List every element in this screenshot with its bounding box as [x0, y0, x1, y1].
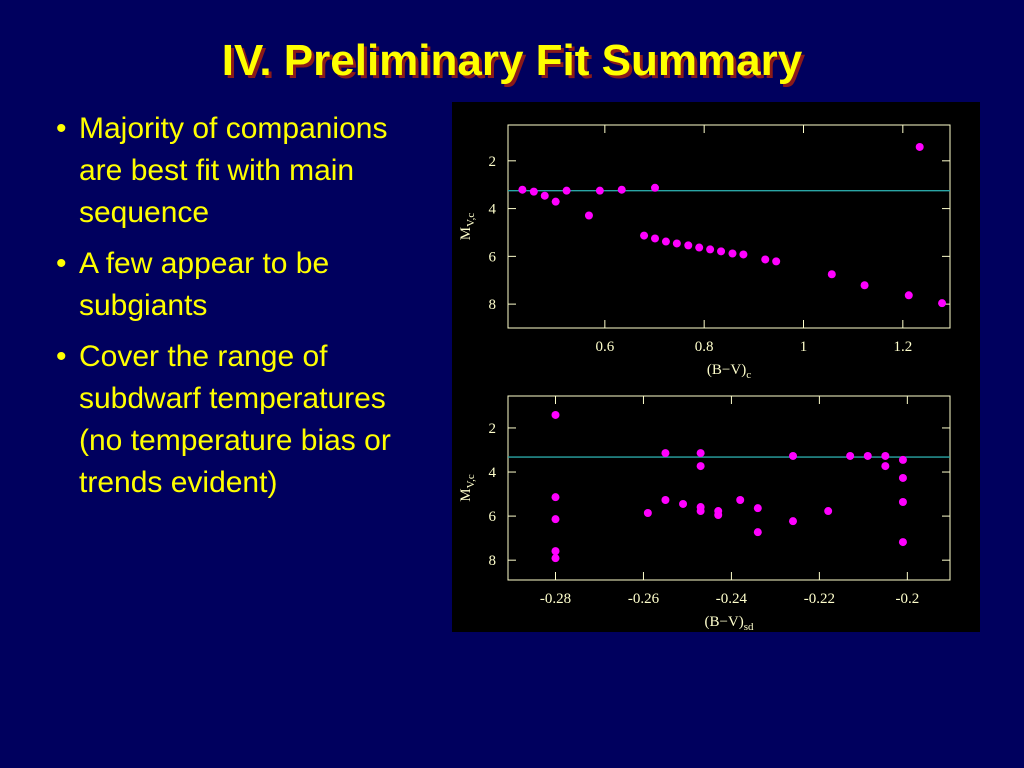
data-point [860, 281, 869, 290]
data-point [904, 291, 913, 300]
data-point [518, 185, 527, 194]
x-tick-label: -0.2 [895, 591, 919, 607]
data-point [915, 142, 924, 151]
y-tick-label: 2 [489, 421, 497, 437]
y-tick-label: 2 [489, 154, 497, 170]
data-point [661, 449, 670, 458]
x-tick-label: -0.26 [628, 591, 660, 607]
data-point [562, 186, 571, 195]
x-axis-label-sub: c [746, 369, 751, 381]
data-point [788, 517, 797, 526]
y-axis-label-main: M [458, 488, 474, 501]
y-axis-label-main: M [458, 227, 474, 240]
data-point [551, 493, 560, 502]
x-axis-label: (B−V)c [707, 362, 751, 381]
y-axis-label-sub: V,c [465, 474, 477, 488]
x-axis-label-main: (B−V) [704, 614, 743, 630]
plot-frame [507, 124, 951, 329]
y-tick-label: 4 [489, 465, 497, 481]
x-axis-label-main: (B−V) [707, 362, 746, 378]
data-point [753, 528, 762, 537]
bullet-list: Majority of companions are best fit with… [52, 108, 432, 513]
data-point [679, 499, 688, 508]
x-tick-label: 0.6 [595, 339, 614, 355]
data-point [696, 507, 705, 516]
data-point [736, 496, 745, 505]
data-point [696, 449, 705, 458]
data-point [772, 257, 781, 266]
x-tick-label: 1.2 [893, 339, 912, 355]
data-point [863, 451, 872, 460]
y-tick-label: 6 [489, 249, 497, 265]
data-point [898, 497, 907, 506]
bullet: A few appear to be subgiants [52, 243, 432, 327]
x-axis-label-sub: sd [744, 621, 754, 633]
data-point [898, 455, 907, 464]
x-tick-label: -0.28 [540, 591, 571, 607]
data-point [684, 241, 693, 250]
data-point [881, 451, 890, 460]
slide-title: IV. Preliminary Fit Summary [221, 36, 803, 85]
plot-frame [507, 395, 951, 581]
y-axis-label-sub: V,c [465, 213, 477, 227]
data-point [661, 237, 670, 246]
data-point [714, 510, 723, 519]
data-point [739, 250, 748, 259]
data-point [529, 187, 538, 196]
data-point [898, 473, 907, 482]
data-point [827, 270, 836, 279]
data-point [695, 243, 704, 252]
data-point [584, 211, 593, 220]
data-point [898, 538, 907, 547]
x-tick-label: -0.24 [716, 591, 748, 607]
data-point [661, 496, 670, 505]
data-point [617, 185, 626, 194]
data-point [540, 191, 549, 200]
data-point [551, 547, 560, 556]
y-tick-label: 6 [489, 509, 497, 525]
data-point [672, 239, 681, 248]
data-point [551, 197, 560, 206]
data-point [595, 186, 604, 195]
data-point [846, 451, 855, 460]
bullet: Majority of companions are best fit with… [52, 108, 432, 234]
y-axis-label: MV,c [458, 213, 477, 241]
x-axis-label: (B−V)sd [704, 614, 754, 633]
data-point [753, 504, 762, 513]
y-tick-label: 8 [489, 297, 497, 313]
x-tick-label: -0.22 [804, 591, 835, 607]
data-point [696, 462, 705, 471]
data-point [651, 183, 660, 192]
data-point [643, 509, 652, 518]
data-point [551, 515, 560, 524]
data-point [551, 410, 560, 419]
data-point [788, 451, 797, 460]
y-tick-label: 8 [489, 553, 497, 569]
data-point [824, 507, 833, 516]
data-point [551, 554, 560, 563]
y-tick-label: 4 [489, 202, 497, 218]
data-point [717, 247, 726, 256]
data-point [881, 462, 890, 471]
data-point [640, 231, 649, 240]
bullet: Cover the range of subdwarf temperatures… [52, 336, 432, 504]
data-point [938, 299, 947, 308]
x-tick-label: 0.8 [695, 339, 714, 355]
data-point [651, 234, 660, 243]
x-tick-label: 1 [800, 339, 808, 355]
data-point [706, 245, 715, 254]
y-axis-label: MV,c [458, 474, 477, 502]
data-point [728, 249, 737, 258]
data-point [761, 255, 770, 264]
